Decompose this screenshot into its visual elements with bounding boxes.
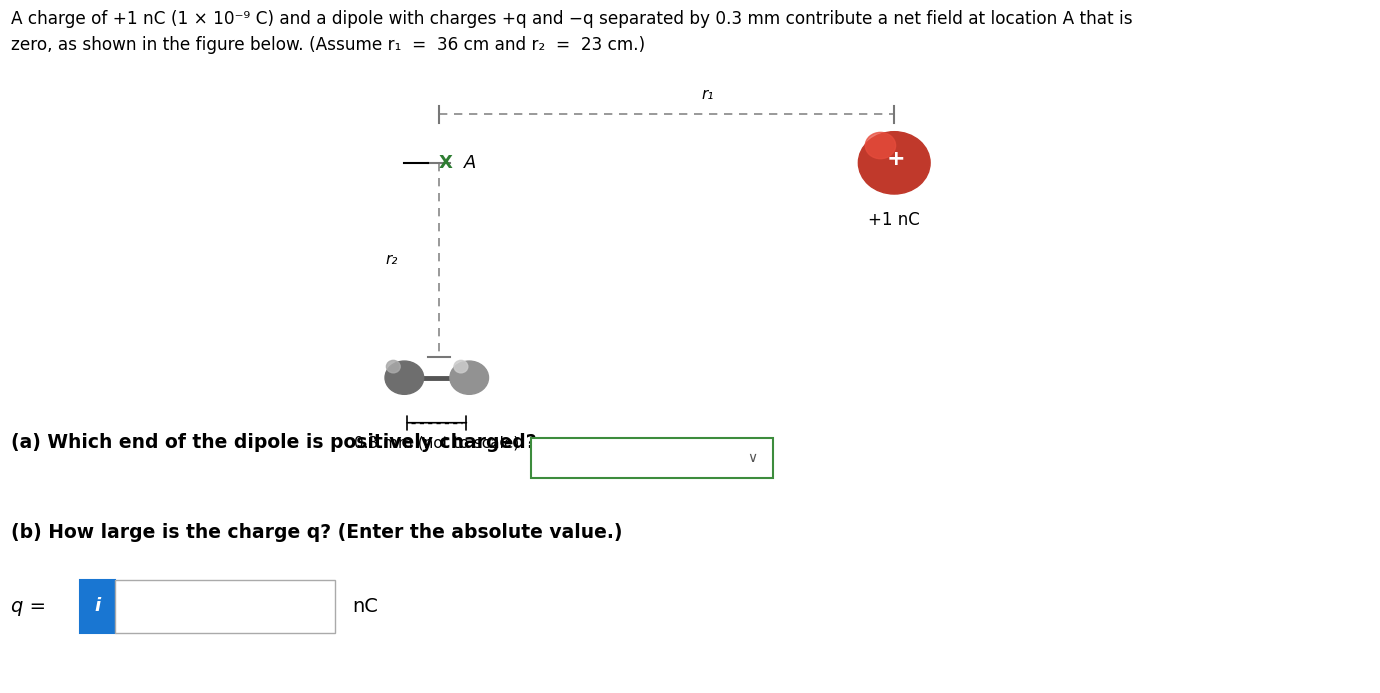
Text: +1 nC: +1 nC	[868, 211, 920, 229]
Text: nC: nC	[352, 597, 378, 616]
Ellipse shape	[450, 361, 489, 394]
FancyBboxPatch shape	[531, 438, 773, 478]
Ellipse shape	[386, 360, 400, 373]
Ellipse shape	[858, 132, 930, 194]
Text: i: i	[94, 597, 101, 615]
Ellipse shape	[865, 132, 896, 159]
Ellipse shape	[454, 360, 468, 373]
Text: A charge of +1 nC (1 × 10⁻⁹ C) and a dipole with charges +q and −q separated by : A charge of +1 nC (1 × 10⁻⁹ C) and a dip…	[11, 10, 1133, 28]
Text: (a) Which end of the dipole is positively charged?: (a) Which end of the dipole is positivel…	[11, 433, 537, 452]
Text: r₂: r₂	[385, 252, 397, 267]
Text: zero, as shown in the figure below. (Assume r₁  =  36 cm and r₂  =  23 cm.): zero, as shown in the figure below. (Ass…	[11, 36, 646, 54]
Text: q =: q =	[11, 597, 46, 616]
Text: (b) How large is the charge q? (Enter the absolute value.): (b) How large is the charge q? (Enter th…	[11, 523, 622, 542]
Ellipse shape	[385, 361, 424, 394]
FancyBboxPatch shape	[80, 580, 115, 633]
FancyBboxPatch shape	[115, 580, 335, 633]
Text: A: A	[464, 154, 476, 172]
Text: ∨: ∨	[747, 451, 758, 465]
Text: +: +	[886, 150, 905, 169]
Text: 0.3 mm (not to scale): 0.3 mm (not to scale)	[355, 435, 519, 450]
Text: r₁: r₁	[702, 87, 713, 102]
Text: X: X	[439, 154, 453, 172]
